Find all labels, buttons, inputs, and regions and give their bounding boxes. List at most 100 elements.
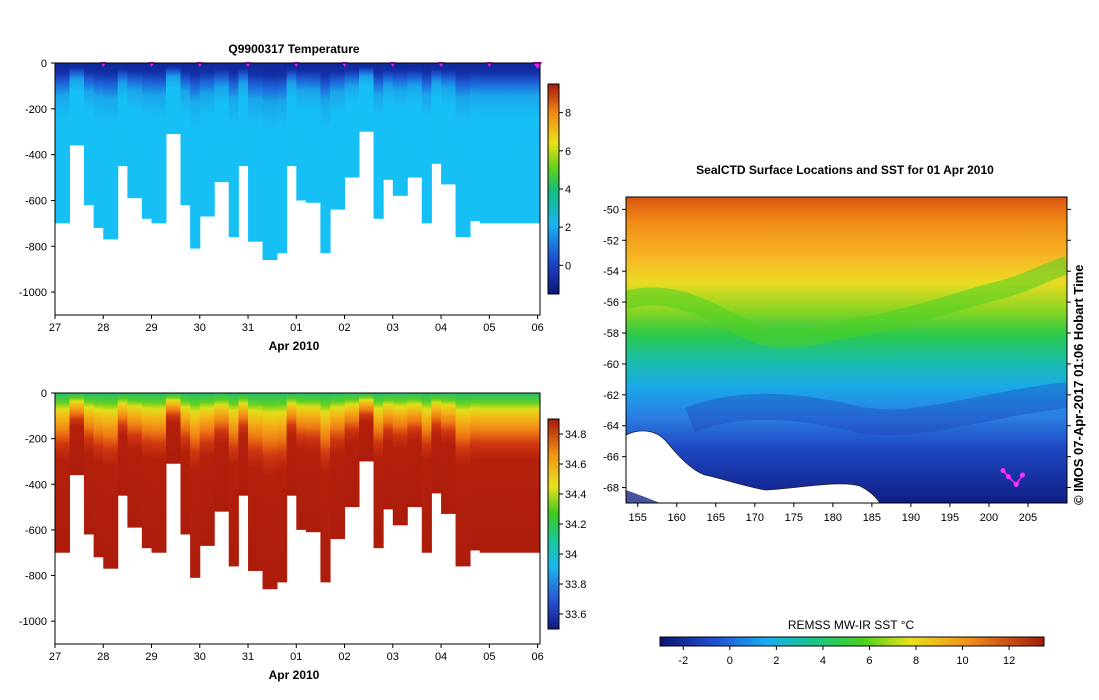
profile-column xyxy=(489,63,540,224)
temperature-x-axis: 27 28 29 30 31 01 02 03 04 05 06 xyxy=(49,315,544,334)
y-tick-label: -400 xyxy=(25,479,47,491)
profile-column xyxy=(214,393,230,512)
lon-tick-label: 190 xyxy=(902,512,920,524)
profile-column xyxy=(83,63,95,206)
y-tick-label: -200 xyxy=(25,104,47,116)
profile-column xyxy=(305,393,321,533)
profile-column xyxy=(180,63,191,206)
profile-column xyxy=(83,393,95,535)
profile-column xyxy=(441,63,457,185)
lon-tick-label: 205 xyxy=(1019,512,1037,524)
lat-tick-label: -62 xyxy=(603,390,619,402)
profile-column xyxy=(228,393,239,567)
profile-column xyxy=(165,393,181,464)
profile-column xyxy=(103,63,119,240)
lon-tick-label: 160 xyxy=(668,512,686,524)
colorbar-tick-label: 34.8 xyxy=(565,429,586,441)
x-tick-label: 30 xyxy=(194,651,206,663)
x-tick-label: 04 xyxy=(435,651,447,663)
seal-location xyxy=(1005,474,1011,480)
lon-tick-label: 200 xyxy=(980,512,998,524)
x-tick-label: 03 xyxy=(387,651,399,663)
profile-column xyxy=(455,63,471,238)
imos-credit: © IMOS 07-Apr-2017 01:06 Hobart Time xyxy=(1071,264,1086,505)
sst-gradient xyxy=(626,197,1067,503)
x-tick-label: 28 xyxy=(97,322,109,334)
profile-column xyxy=(359,63,375,132)
y-tick-label: -800 xyxy=(25,241,47,253)
lat-tick-label: -68 xyxy=(603,483,619,495)
colorbar-tick-label: 34.2 xyxy=(565,519,586,531)
profile-column xyxy=(141,393,153,549)
x-tick-label: 29 xyxy=(145,651,157,663)
salinity-y-axis: 0 -200 -400 -600 -800 -1000 xyxy=(19,388,55,628)
profile-column xyxy=(479,63,490,224)
salinity-x-label: Apr 2010 xyxy=(269,668,320,682)
colorbar-tick-label: 8 xyxy=(565,108,571,120)
lat-tick-label: -66 xyxy=(603,452,619,464)
x-tick-label: 02 xyxy=(338,322,350,334)
y-tick-label: -1000 xyxy=(19,287,47,299)
profile-column xyxy=(190,393,201,578)
temperature-title: Q9900317 Temperature xyxy=(228,42,360,56)
profile-column xyxy=(228,63,239,238)
sst-colorbar-tick-label: 0 xyxy=(727,655,733,667)
profile-column xyxy=(383,63,394,180)
lat-tick-label: -64 xyxy=(603,421,619,433)
profile-column xyxy=(55,393,70,553)
temperature-x-label: Apr 2010 xyxy=(269,339,320,353)
sst-map-panel: SealCTD Surface Locations and SST for 01… xyxy=(603,163,1086,667)
lon-tick-label: 185 xyxy=(863,512,881,524)
salinity-colorbar-ticks: 33.6 33.8 34 34.2 34.4 34.6 34.8 xyxy=(559,429,586,621)
x-tick-label: 05 xyxy=(483,651,495,663)
salinity-colorbar xyxy=(547,418,560,630)
profile-column xyxy=(320,393,331,583)
x-tick-label: 30 xyxy=(194,322,206,334)
sst-map-longitude-axis: 155 160 165 170 175 180 185 190 195 200 205 xyxy=(629,503,1037,524)
x-tick-label: 05 xyxy=(483,322,495,334)
y-tick-label: 0 xyxy=(41,58,47,70)
profile-column xyxy=(127,393,143,528)
profile-column xyxy=(489,393,540,553)
x-tick-label: 31 xyxy=(242,322,254,334)
y-tick-label: -200 xyxy=(25,434,47,446)
profile-column xyxy=(421,393,432,553)
profile-column xyxy=(320,63,331,254)
colorbar-tick-label: 0 xyxy=(565,260,571,272)
profile-column xyxy=(330,63,346,210)
colorbar-tick-label: 33.6 xyxy=(565,609,586,621)
seal-track-line xyxy=(1002,469,1024,487)
salinity-plot-frame xyxy=(54,392,541,645)
x-tick-label: 06 xyxy=(531,651,543,663)
sst-colorbar-label: REMSS MW-IR SST °C xyxy=(788,618,915,632)
profile-column xyxy=(441,393,457,514)
profile-column xyxy=(127,63,143,199)
colorbar-tick-label: 6 xyxy=(565,146,571,158)
lat-tick-label: -56 xyxy=(603,297,619,309)
temperature-y-axis: 0 -200 -400 -600 -800 -1000 xyxy=(19,58,55,299)
profile-column xyxy=(305,63,321,203)
colorbar-tick-label: 33.8 xyxy=(565,579,586,591)
profile-column xyxy=(248,393,264,571)
lon-tick-label: 180 xyxy=(824,512,842,524)
sst-colorbar-tick-label: 8 xyxy=(913,655,919,667)
polar-front-band xyxy=(626,256,1067,348)
temperature-plot-frame xyxy=(54,62,541,316)
cold-water-band xyxy=(685,382,1067,436)
y-tick-label: 0 xyxy=(41,388,47,400)
lat-tick-label: -60 xyxy=(603,359,619,371)
sst-colorbar-tick-label: 6 xyxy=(866,655,872,667)
profile-column xyxy=(479,393,490,553)
x-tick-label: 01 xyxy=(290,322,302,334)
profile-column xyxy=(190,63,201,249)
profile-column xyxy=(117,393,128,496)
lat-tick-label: -52 xyxy=(603,235,619,247)
x-tick-label: 06 xyxy=(531,322,543,334)
profile-column xyxy=(296,63,307,201)
profile-column xyxy=(373,63,384,219)
sst-map-frame xyxy=(625,196,1068,504)
profile-column xyxy=(344,393,360,508)
x-tick-label: 31 xyxy=(242,651,254,663)
profile-column xyxy=(69,63,85,146)
sst-colorbar xyxy=(659,636,1045,647)
